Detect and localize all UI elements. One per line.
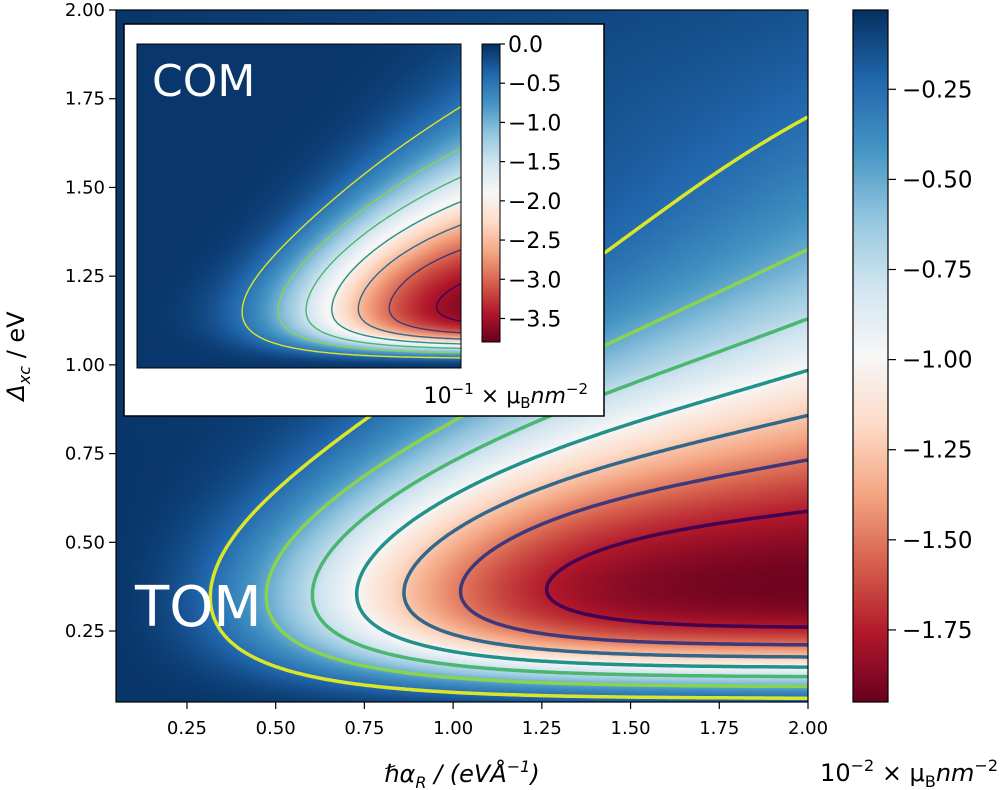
x-axis-label-exp: −1 [507,757,531,776]
inset-colorbar-unit-tail: × μ [474,384,520,409]
y-tick-label: 0.75 [65,444,105,465]
colorbar-tick-label: −1.00 [902,348,972,374]
inset-contour-line [241,106,461,359]
main-colorbar-frame [852,9,889,703]
x-axis-label-sub: R [415,773,426,790]
inset-contour-line [436,283,461,322]
colorbar-tick-label: −0.25 [902,77,972,103]
main-contour-line [354,368,808,669]
main-colorbar-unit: 10−2 × μBnm−2 [820,756,998,790]
main-x-ticks: 0.25 0.50 0.75 1.00 1.25 1.50 1.75 2.00 [167,702,828,739]
inset-colorbar-unit: 10−1 × μBnm−2 [424,380,588,412]
main-colorbar-unit-exp2: −2 [974,756,998,775]
main-contour-line [402,413,808,659]
y-axis-label: Δxc / eV [2,311,34,403]
colorbar-tick-label: −0.75 [902,258,972,284]
inset-colorbar-tick-label: −2.0 [508,190,561,215]
inset-panel: COM 0.0 −0.5 −1.0 −1.5 −2.0 −2.5 −3.0 −3.5 10−1… [123,23,605,417]
main-colorbar-unit-sub: B [925,772,936,790]
x-tick-label: 1.75 [699,718,739,739]
inset-axes-frame [136,43,462,369]
x-tick-label: 0.50 [256,718,296,739]
colorbar-tick-label: −0.50 [902,167,972,193]
inset-colorbar-frame [481,43,501,343]
x-tick-label: 1.50 [611,718,651,739]
x-tick-label: 0.25 [167,718,207,739]
inset-colorbar-gradient [482,44,500,342]
main-colorbar-unit-tail: × μ [874,759,925,787]
inset-colorbar-ticks: 0.0 −0.5 −1.0 −1.5 −2.0 −2.5 −3.0 −3.5 [500,33,561,332]
colorbar-tick-label: −1.50 [902,528,972,554]
x-tick-label: 1.25 [522,718,562,739]
inset-colorbar-tick-label: −3.5 [508,307,561,332]
main-contour-line [544,509,808,629]
y-tick-label: 0.50 [65,532,105,553]
main-contour-line [458,458,808,647]
y-axis-label-sub: xc [15,366,34,385]
inset-contour-line [305,176,461,349]
main-colorbar-unit-base: 10 [820,759,851,787]
main-contours [208,115,808,700]
inset-colorbar-tick-label: −1.5 [508,151,561,176]
y-axis-label-main: Δ [2,384,30,402]
main-colorbar: −0.25−0.50−0.75−1.00−1.25−1.50−1.75 10−2… [820,9,998,790]
inset-contour-line [357,224,461,340]
inset-colorbar-unit-exp: −1 [452,380,474,398]
inset-colorbar-tick-label: −0.5 [508,72,561,97]
main-axes-frame [115,9,809,703]
main-colorbar-ticks: −0.25 −0.50 −0.75 −1.00 −1.25 −1.50 −1.75 [888,77,972,644]
x-tick-label: 0.75 [344,718,384,739]
inset-colorbar-unit-base: 10 [424,384,452,409]
x-axis-label-close: ) [528,760,539,788]
y-tick-label: 2.00 [65,0,105,21]
tom-label: TOM [134,575,262,640]
colorbar-tick-label: −1.25 [902,438,972,464]
x-tick-label: 2.00 [788,718,828,739]
x-axis-label: ℏαR / (eVÅ−1) [384,757,539,790]
y-tick-label: 1.50 [65,177,105,198]
colorbar-tick-label: −1.75 [902,618,972,644]
y-tick-label: 0.25 [65,621,105,642]
x-tick-label: 1.00 [433,718,473,739]
y-tick-label: 1.00 [65,355,105,376]
y-tick-label: 1.75 [65,89,105,110]
main-colorbar-unit-tail2: nm [936,759,975,787]
x-axis-label-main: ℏα [384,760,415,788]
main-colorbar-unit-exp: −2 [851,756,875,775]
com-label: COM [152,56,255,107]
inset-colorbar-unit-exp2: −2 [566,380,588,398]
x-axis-label-tail: / (eVÅ [426,759,506,788]
inset-contours [241,106,461,359]
main-y-ticks: 0.25 0.50 0.75 1.00 1.25 1.50 1.75 2.00 [65,0,116,642]
inset-colorbar-tick-label: −3.0 [508,268,561,293]
inset-colorbar-tick-label: −1.0 [508,111,561,136]
inset-colorbar-unit-tail2: nm [531,384,566,409]
inset-colorbar-unit-sub: B [520,394,530,412]
y-tick-label: 1.25 [65,266,105,287]
main-colorbar-gradient [853,10,888,702]
y-axis-label-tail: / eV [2,311,30,366]
inset-contour-line [388,249,461,334]
inset-contour-line [331,201,461,345]
inset-colorbar-tick-label: −2.5 [508,229,561,254]
inset-colorbar-tick-label: 0.0 [508,33,543,58]
inset-contour-line [277,147,461,354]
